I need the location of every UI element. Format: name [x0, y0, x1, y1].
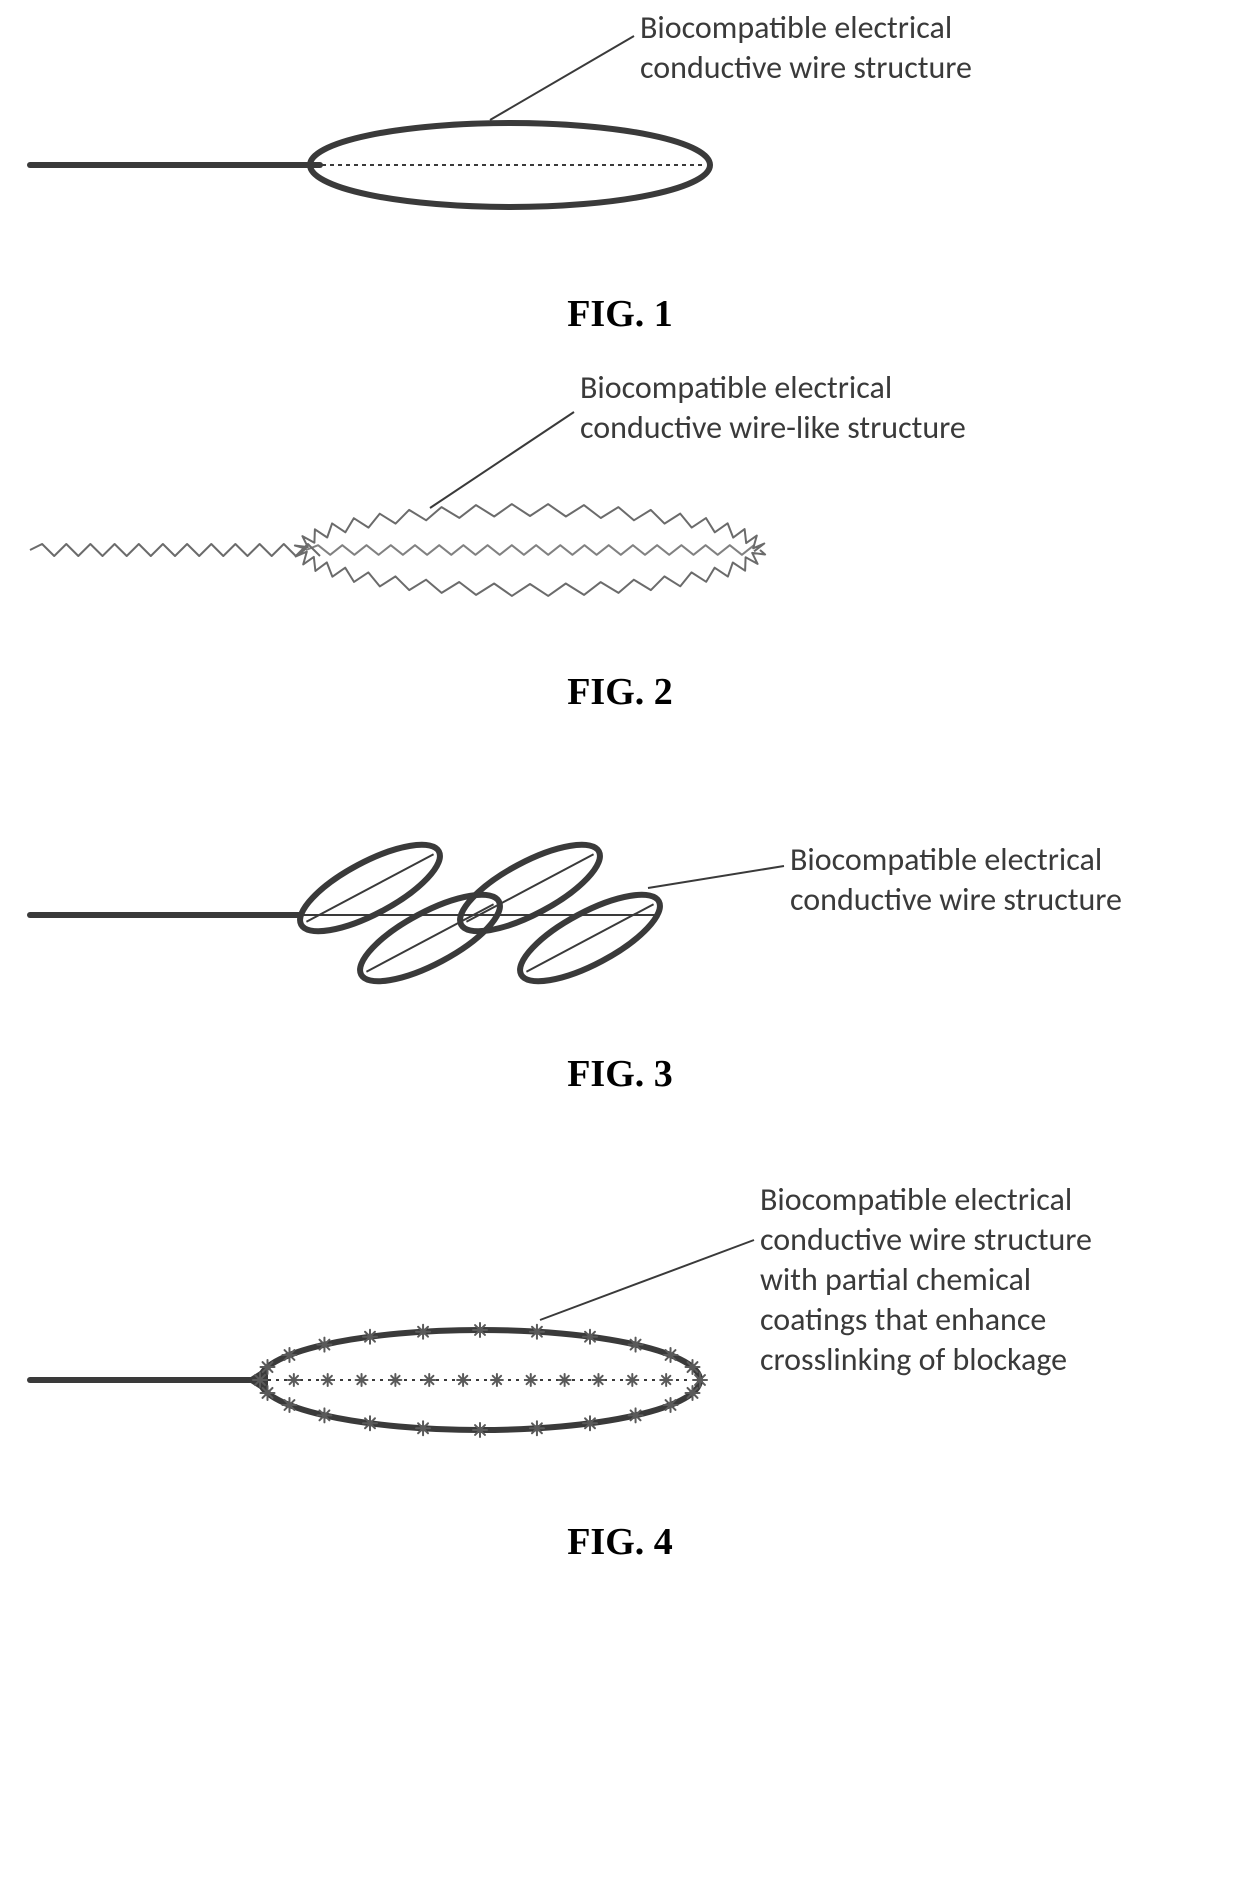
fig4-block: Biocompatible electrical conductive wire… — [0, 1120, 1240, 1580]
fig4-label: Biocompatible electrical conductive wire… — [760, 1180, 1092, 1380]
fig1-block: Biocompatible electrical conductive wire… — [0, 0, 1240, 360]
fig1-caption: FIG. 1 — [0, 292, 1240, 336]
fig3-caption: FIG. 3 — [0, 1052, 1240, 1096]
fig4-caption: FIG. 4 — [0, 1520, 1240, 1564]
fig2-block: Biocompatible electrical conductive wire… — [0, 360, 1240, 740]
fig2-label: Biocompatible electrical conductive wire… — [580, 368, 966, 448]
fig3-label: Biocompatible electrical conductive wire… — [790, 840, 1122, 920]
fig2-caption: FIG. 2 — [0, 670, 1240, 714]
fig3-block: Biocompatible electrical conductive wire… — [0, 740, 1240, 1120]
fig1-label: Biocompatible electrical conductive wire… — [640, 8, 972, 88]
page: Biocompatible electrical conductive wire… — [0, 0, 1240, 1580]
